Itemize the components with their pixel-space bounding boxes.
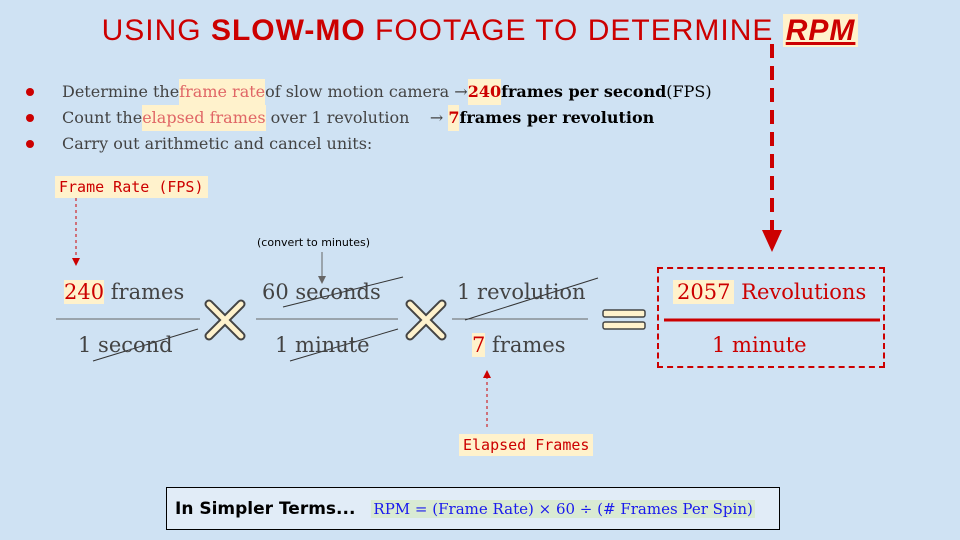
cancel-seconds-strike	[282, 276, 404, 308]
equals-icon	[602, 309, 646, 330]
result-numerator: 2057 Revolutions	[673, 280, 866, 304]
summary-box: In Simpler Terms... RPM = (Frame Rate) ×…	[166, 487, 780, 530]
fraction1-numerator: 240 frames	[64, 280, 185, 304]
cancel-second-strike	[92, 328, 199, 362]
multiply-icon	[405, 299, 447, 341]
fraction3-denominator: 7 frames	[472, 333, 566, 357]
bullet-dot-icon	[26, 88, 34, 96]
elapsed-arrowhead	[483, 370, 491, 378]
bullet-list: Determine the frame rate of slow motion …	[26, 79, 712, 157]
title-rpm: RPM	[782, 14, 859, 47]
title-middle: FOOTAGE TO DETERMINE	[365, 14, 783, 47]
multiply-icon	[204, 299, 246, 341]
fraction2-numerator: 60 seconds	[262, 280, 381, 304]
frame-rate-arrowhead	[72, 258, 80, 266]
fraction3-numerator: 1 revolution	[457, 280, 586, 304]
summary-label: In Simpler Terms...	[175, 498, 356, 519]
cancel-revolution-strike	[464, 277, 599, 321]
convert-note: (convert to minutes)	[257, 236, 371, 249]
cancel-minute-strike	[289, 328, 399, 362]
title-bold: SLOW-MO	[210, 14, 366, 47]
fraction2-denominator: 1 minute	[275, 333, 370, 357]
bullet-dot-icon	[26, 140, 34, 148]
elapsed-frames-label: Elapsed Frames	[459, 434, 594, 456]
bullet-item: Carry out arithmetic and cancel units:	[26, 131, 712, 157]
bullet-dot-icon	[26, 114, 34, 122]
bullet-item: Count the elapsed frames over 1 revoluti…	[26, 105, 712, 131]
fraction1-denominator: 1 second	[78, 333, 173, 357]
summary-formula: RPM = (Frame Rate) × 60 ÷ (# Frames Per …	[371, 499, 755, 518]
frame-rate-label: Frame Rate (FPS)	[55, 176, 208, 198]
title-prefix: USING	[101, 14, 211, 47]
result-denominator: 1 minute	[712, 333, 807, 357]
result-box	[657, 267, 885, 368]
bullet-item: Determine the frame rate of slow motion …	[26, 79, 712, 105]
page-title: USING SLOW-MO FOOTAGE TO DETERMINE RPM	[0, 14, 960, 48]
rpm-arrowhead	[762, 230, 782, 252]
convert-arrowhead	[318, 276, 326, 284]
